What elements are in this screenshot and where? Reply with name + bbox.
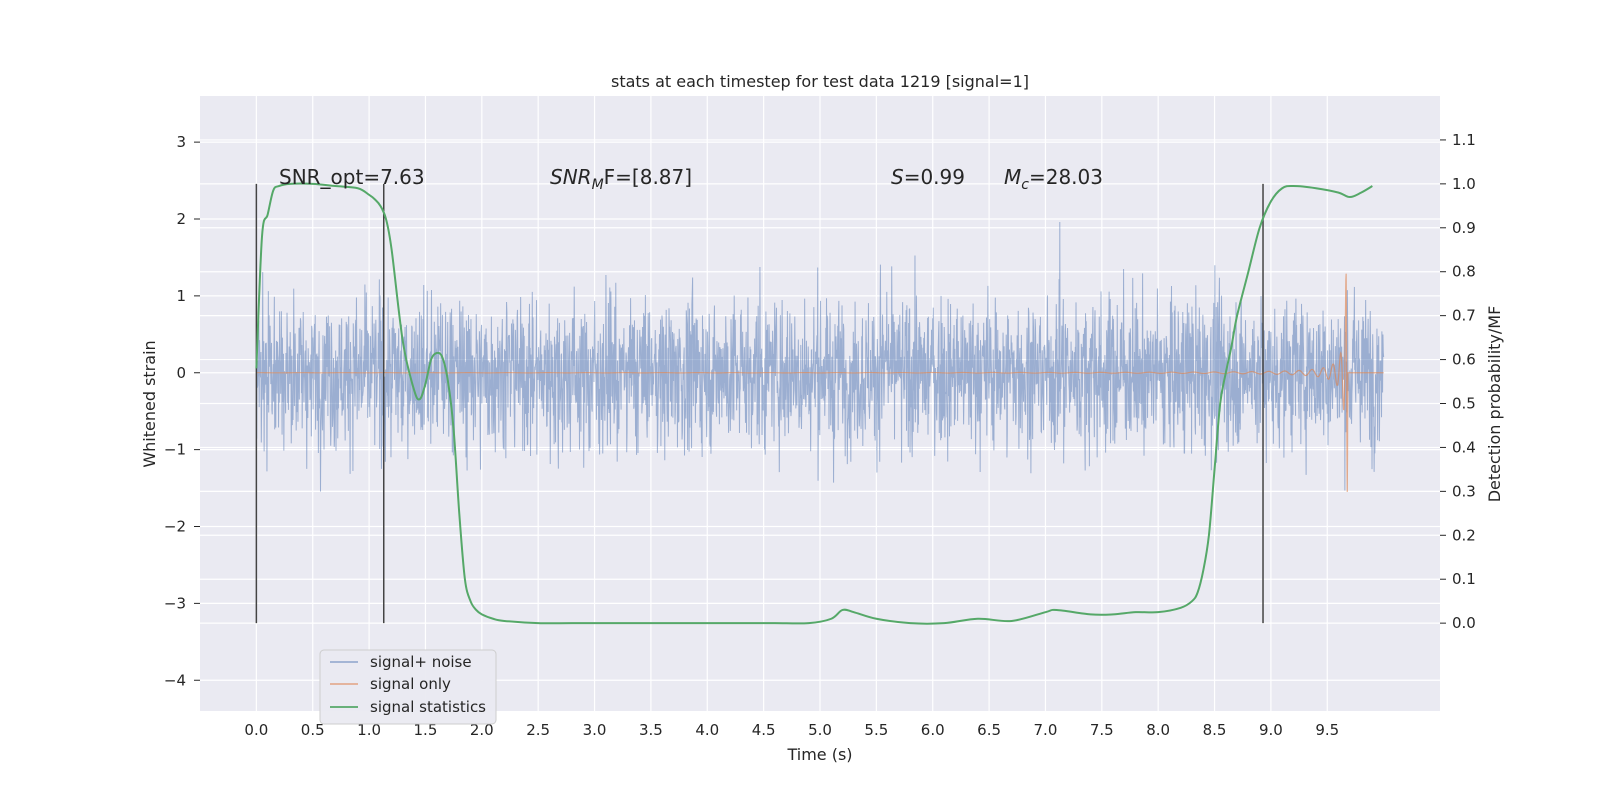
- annotation-snr-mf: SNRMF=[8.87]: [550, 165, 692, 193]
- series-signal-noise: [255, 222, 1385, 492]
- legend-label-signal-only: signal only: [370, 675, 451, 693]
- signal-statistics-line: [255, 182, 1373, 625]
- chart-title: stats at each timestep for test data 121…: [611, 72, 1029, 91]
- y-left-tick-label: −4: [164, 671, 186, 689]
- y-left-tick-label: −2: [164, 518, 186, 536]
- y-left-tick-label: −1: [164, 441, 186, 459]
- y-right-tick-label: 0.2: [1452, 526, 1476, 544]
- y-axis-label-right: Detection probability/MF: [1485, 306, 1504, 503]
- y-right-tick-label: 0.3: [1452, 482, 1476, 500]
- x-tick-label: 5.0: [808, 721, 832, 739]
- x-tick-label: 7.0: [1034, 721, 1058, 739]
- x-axis-label: Time (s): [786, 745, 852, 764]
- y-right-tick-label: 1.0: [1452, 175, 1476, 193]
- x-tick-label: 1.0: [357, 721, 381, 739]
- y-axis-label-left: Whitened strain: [140, 340, 159, 467]
- x-tick-label: 7.5: [1090, 721, 1114, 739]
- y-left-tick-label: −3: [164, 594, 186, 612]
- x-tick-label: 4.5: [752, 721, 776, 739]
- x-tick-label: 6.5: [977, 721, 1001, 739]
- series-signal-statistics: [255, 182, 1373, 625]
- y-left-tick-label: 2: [176, 210, 186, 228]
- y-right-tick-label: 0.4: [1452, 438, 1476, 456]
- signal-only-line: [256, 273, 1384, 492]
- y-left-tick-label: 3: [176, 133, 186, 151]
- y-right-tick-label: 0.9: [1452, 219, 1476, 237]
- signal-noise-line: [255, 222, 1385, 492]
- annotation-s: S=0.99: [891, 165, 965, 189]
- x-tick-label: 2.5: [526, 721, 550, 739]
- x-tick-label: 6.0: [921, 721, 945, 739]
- y-right-tick-label: 0.6: [1452, 351, 1476, 369]
- x-tick-label: 8.0: [1146, 721, 1170, 739]
- legend-box: [319, 649, 497, 725]
- x-tick-label: 9.5: [1315, 721, 1339, 739]
- y-right-tick-label: 1.1: [1452, 131, 1476, 149]
- vertical-markers: [255, 183, 1264, 624]
- y-right-tick-label: 0.8: [1452, 263, 1476, 281]
- x-tick-label: 4.0: [695, 721, 719, 739]
- x-tick-label: 9.0: [1259, 721, 1283, 739]
- annotation-mc: Mc=28.03: [1004, 165, 1103, 193]
- legend-label-signal-noise: signal+ noise: [370, 653, 472, 671]
- x-tick-label: 0.5: [301, 721, 325, 739]
- x-tick-label: 2.0: [470, 721, 494, 739]
- series-signal-only: [256, 273, 1384, 492]
- y-left-tick-label: 0: [176, 364, 186, 382]
- x-tick-label: 3.5: [639, 721, 663, 739]
- y-right-tick-label: 0.1: [1452, 570, 1476, 588]
- tick-labels: 0.0 0.5 1.0 1.5 2.0 2.5 3.0 3.5 4.0 4.5 5.0 5.5 6.0 6…: [164, 131, 1476, 739]
- x-tick-label: 1.5: [414, 721, 438, 739]
- x-tick-label: 3.0: [583, 721, 607, 739]
- y-left-tick-label: 1: [176, 287, 186, 305]
- annotation-snr-opt: SNR_opt=7.63: [279, 165, 425, 189]
- x-tick-label: 8.5: [1203, 721, 1227, 739]
- x-tick-label: 5.5: [864, 721, 888, 739]
- y-right-tick-label: 0.5: [1452, 395, 1476, 413]
- legend-label-signal-statistics: signal statistics: [370, 698, 486, 716]
- legend: signal+ noise signal only signal statist…: [319, 649, 497, 725]
- x-tick-label: 0.0: [244, 721, 268, 739]
- y-right-tick-label: 0.7: [1452, 307, 1476, 325]
- y-right-tick-label: 0.0: [1452, 614, 1476, 632]
